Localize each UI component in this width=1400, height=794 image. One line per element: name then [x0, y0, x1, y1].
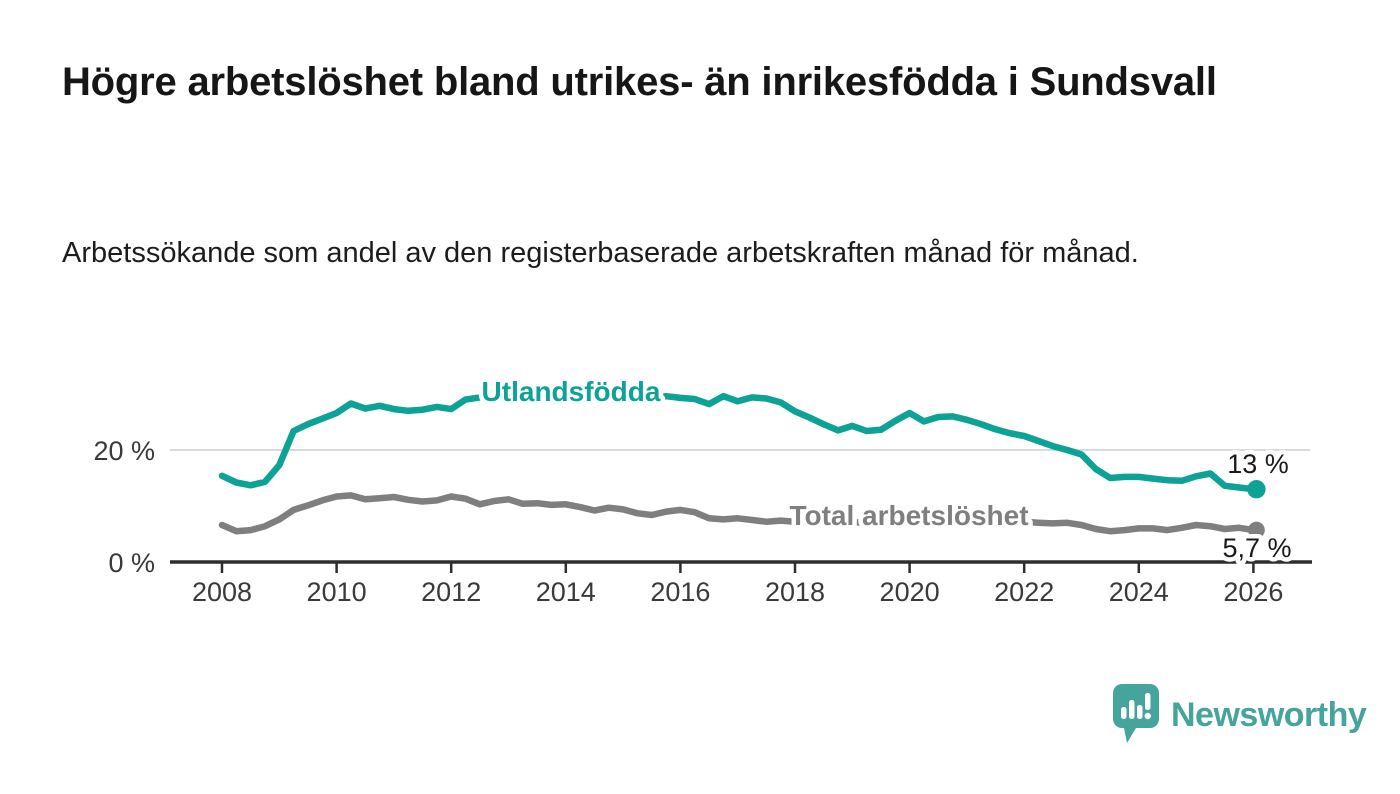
series-end-dot-total — [1248, 521, 1265, 539]
y-axis-tick-label: 0 % — [108, 548, 155, 578]
series-label-utlandsfodda: Utlandsfödda — [482, 376, 661, 407]
bar-chart-speech-bubble-icon — [1113, 684, 1159, 743]
x-axis-tick-label: 2016 — [650, 577, 710, 607]
x-axis-tick-label: 2020 — [880, 577, 940, 607]
series-label-total: Total arbetslöshet — [789, 500, 1028, 531]
brand-name: Newsworthy — [1171, 695, 1367, 734]
x-axis-tick-label: 2026 — [1223, 577, 1283, 607]
y-axis-tick-label: 20 % — [93, 436, 155, 466]
page-subtitle: Arbetssökande som andel av den registerb… — [62, 237, 1139, 269]
x-axis-tick-label: 2024 — [1109, 577, 1169, 607]
end-value-label-total: 5,7 % — [1222, 533, 1291, 563]
end-value-label-utlandsfodda: 13 % — [1227, 449, 1289, 479]
x-axis-tick-label: 2008 — [192, 577, 252, 607]
series-line-utlandsfodda — [218, 390, 1257, 493]
series-line-total — [218, 492, 1257, 535]
newsworthy-logo: Newsworthy — [1112, 683, 1367, 747]
series-end-dot-utlandsfodda — [1247, 480, 1266, 499]
page-title: Högre arbetslöshet bland utrikes- än inr… — [62, 60, 1217, 104]
x-axis-tick-label: 2012 — [421, 577, 481, 607]
x-axis-tick-label: 2014 — [536, 577, 596, 607]
x-axis-tick-label: 2018 — [765, 577, 825, 607]
x-axis-tick-label: 2010 — [307, 577, 367, 607]
x-axis-tick-label: 2022 — [994, 577, 1054, 607]
